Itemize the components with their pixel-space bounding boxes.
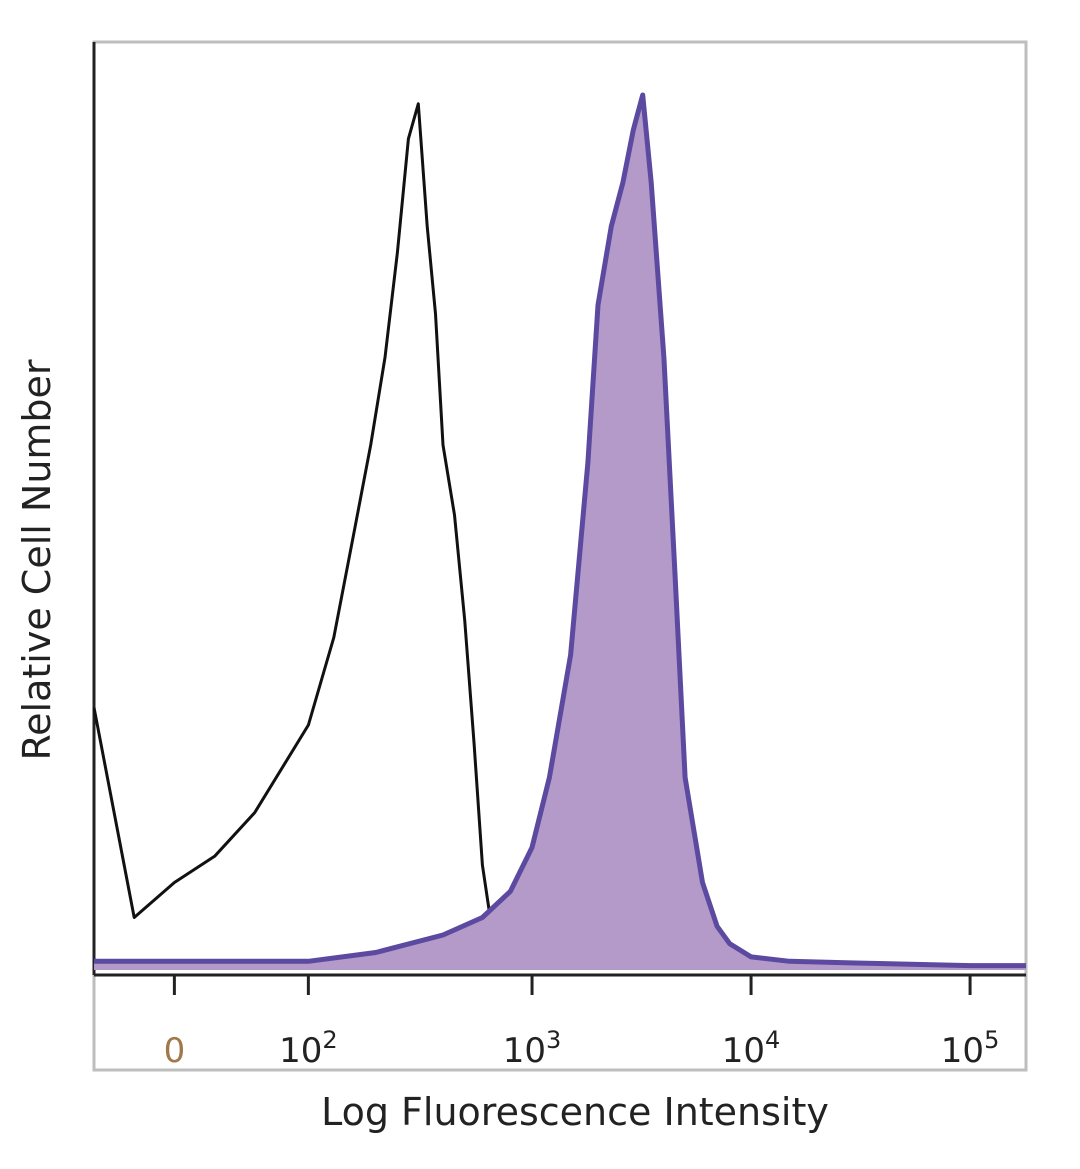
x-tick-label-0: 0 (164, 1031, 186, 1071)
series-layer (92, 92, 1026, 970)
x-tick-label-3: 104 (722, 1026, 781, 1071)
x-tick-label-4: 105 (941, 1026, 1000, 1071)
x-tick-layer: 0 102 103 104 105 (164, 975, 1000, 1071)
series-1-area (94, 95, 1026, 970)
series-1-line (94, 92, 1026, 969)
x-tick-label-1: 102 (279, 1026, 338, 1071)
x-tick-label-2: 103 (503, 1026, 562, 1071)
x-axis-title: Log Fluorescence Intensity (321, 1090, 829, 1134)
y-axis-title: Relative Cell Number (15, 359, 59, 760)
